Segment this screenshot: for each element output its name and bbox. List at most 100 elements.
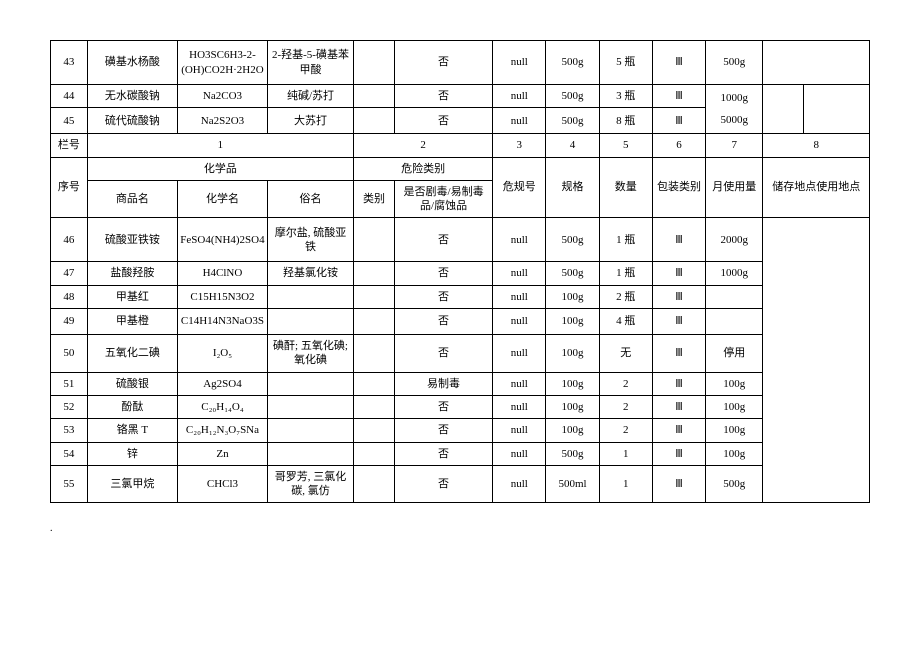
- product-name: 硫酸银: [87, 372, 177, 395]
- common-name: 纯碱/苏打: [268, 85, 354, 108]
- hazno: null: [493, 218, 546, 262]
- hazno: null: [493, 285, 546, 308]
- header-row-groups: 序号 化学品 危险类别 危规号 规格 数量 包装类别 月使用量 储存地点使用地点: [51, 157, 870, 180]
- qty: 2: [599, 372, 652, 395]
- hazno: null: [493, 465, 546, 503]
- type: [353, 465, 394, 503]
- table-row: 51 硫酸银 Ag2SO4 易制毒 null 100g 2 Ⅲ 100g: [51, 372, 870, 395]
- qty: 4 瓶: [599, 309, 652, 335]
- type: [353, 285, 394, 308]
- qty: 1: [599, 465, 652, 503]
- col-4: 4: [546, 134, 599, 157]
- type: [353, 372, 394, 395]
- qty-label: 数量: [599, 157, 652, 218]
- table-row: 54 锌 Zn 否 null 500g 1 Ⅲ 100g: [51, 442, 870, 465]
- spec: 500g: [546, 41, 599, 85]
- product-name: 三氯甲烷: [87, 465, 177, 503]
- pack: Ⅲ: [652, 372, 705, 395]
- common-name: 2-羟基-5-磺基苯甲酸: [268, 41, 354, 85]
- hazno: null: [493, 309, 546, 335]
- poison: 否: [394, 419, 492, 442]
- chem-name: H4ClNO: [177, 262, 267, 285]
- chem-name: C14H14N3NaO3S: [177, 309, 267, 335]
- col-3: 3: [493, 134, 546, 157]
- chem-name: C₂₀H₁₂N₃O₇SNa: [177, 419, 267, 442]
- table-row: 52 酚酞 C₂₀H₁₄O₄ 否 null 100g 2 Ⅲ 100g: [51, 395, 870, 418]
- spec: 500g: [546, 218, 599, 262]
- monthly: 2000g: [706, 218, 763, 262]
- monthly: 1000g: [706, 262, 763, 285]
- monthly: 100g: [706, 442, 763, 465]
- product-name: 锌: [87, 442, 177, 465]
- poison: 否: [394, 41, 492, 85]
- monthly: [706, 309, 763, 335]
- chem-name: HO3SC6H3-2-(OH)CO2H·2H2O: [177, 41, 267, 85]
- monthly-a: 1000g: [708, 91, 760, 105]
- row-no: 53: [51, 419, 88, 442]
- pack: Ⅲ: [652, 41, 705, 85]
- table-row: 55 三氯甲烷 CHCl3 哥罗芳, 三氯化碳, 氯仿 否 null 500ml…: [51, 465, 870, 503]
- product-name: 无水碳酸钠: [87, 85, 177, 108]
- spec: 100g: [546, 309, 599, 335]
- monthly: 100g: [706, 372, 763, 395]
- common-name: 哥罗芳, 三氯化碳, 氯仿: [268, 465, 354, 503]
- hazard-group: 危险类别: [353, 157, 492, 180]
- chem-name: FeSO4(NH4)2SO4: [177, 218, 267, 262]
- row-no: 45: [51, 108, 88, 134]
- qty: 无: [599, 335, 652, 373]
- row-no: 55: [51, 465, 88, 503]
- pack: Ⅲ: [652, 285, 705, 308]
- hazno: null: [493, 419, 546, 442]
- poison: 否: [394, 262, 492, 285]
- row-no: 49: [51, 309, 88, 335]
- spec: 500ml: [546, 465, 599, 503]
- chem-name: Na2S2O3: [177, 108, 267, 134]
- product-name: 甲基橙: [87, 309, 177, 335]
- table-row: 43 磺基水杨酸 HO3SC6H3-2-(OH)CO2H·2H2O 2-羟基-5…: [51, 41, 870, 85]
- table-row: 44 无水碳酸钠 Na2CO3 纯碱/苏打 否 null 500g 3 瓶 Ⅲ …: [51, 85, 870, 108]
- table-row: 49 甲基橙 C14H14N3NaO3S 否 null 100g 4 瓶 Ⅲ: [51, 309, 870, 335]
- qty: 8 瓶: [599, 108, 652, 134]
- qty: 2 瓶: [599, 285, 652, 308]
- product-name: 铬黑 T: [87, 419, 177, 442]
- poison: 否: [394, 85, 492, 108]
- row-no: 44: [51, 85, 88, 108]
- col-7: 7: [706, 134, 763, 157]
- pack: Ⅲ: [652, 108, 705, 134]
- product-name: 甲基红: [87, 285, 177, 308]
- monthly: 停用: [706, 335, 763, 373]
- row-no: 54: [51, 442, 88, 465]
- chem-name: Na2CO3: [177, 85, 267, 108]
- qty: 2: [599, 419, 652, 442]
- col-5: 5: [599, 134, 652, 157]
- qty: 1: [599, 442, 652, 465]
- chem-name: Zn: [177, 442, 267, 465]
- spec: 500g: [546, 108, 599, 134]
- type: [353, 419, 394, 442]
- type: [353, 41, 394, 85]
- hazno: null: [493, 372, 546, 395]
- monthly-b: 5000g: [708, 113, 760, 127]
- pack: Ⅲ: [652, 442, 705, 465]
- poison: 否: [394, 218, 492, 262]
- type: [353, 218, 394, 262]
- table-row: 47 盐酸羟胺 H4ClNO 羟基氯化铵 否 null 500g 1 瓶 Ⅲ 1…: [51, 262, 870, 285]
- hazno: null: [493, 335, 546, 373]
- col-1: 1: [87, 134, 353, 157]
- chem-name: C15H15N3O2: [177, 285, 267, 308]
- common-name: [268, 442, 354, 465]
- hazno: null: [493, 41, 546, 85]
- common-name: [268, 419, 354, 442]
- pack: Ⅲ: [652, 419, 705, 442]
- chem-name: Ag2SO4: [177, 372, 267, 395]
- col-8: 8: [763, 134, 870, 157]
- qty: 1 瓶: [599, 218, 652, 262]
- spec: 100g: [546, 372, 599, 395]
- pack: Ⅲ: [652, 465, 705, 503]
- common-label: 俗名: [268, 180, 354, 218]
- spec: 100g: [546, 419, 599, 442]
- chem-name: I₂O₅: [177, 335, 267, 373]
- common-name: [268, 285, 354, 308]
- type: [353, 335, 394, 373]
- table-row: 48 甲基红 C15H15N3O2 否 null 100g 2 瓶 Ⅲ: [51, 285, 870, 308]
